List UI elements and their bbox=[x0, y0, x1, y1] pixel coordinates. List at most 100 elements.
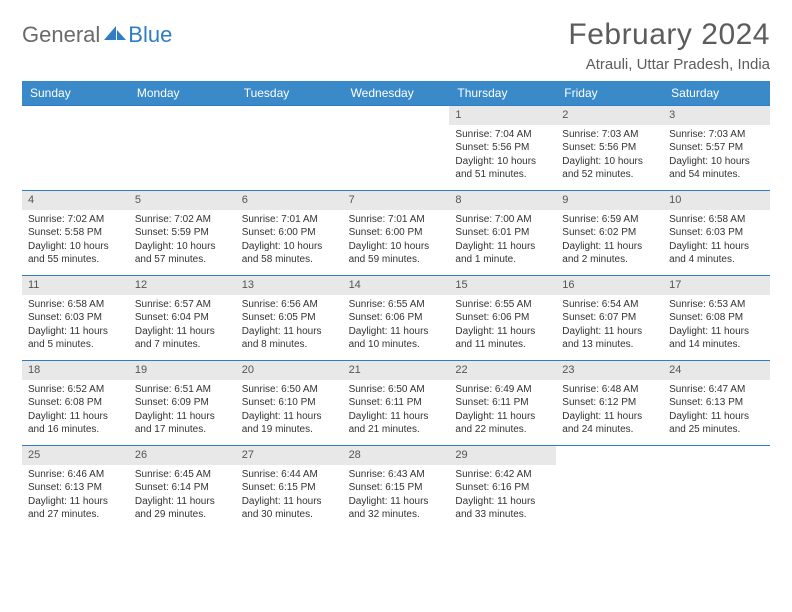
day-number: 25 bbox=[22, 446, 129, 465]
sunset-line: Sunset: 6:00 PM bbox=[349, 226, 444, 240]
header: General Blue February 2024 Atrauli, Utta… bbox=[22, 18, 770, 73]
day-cell-empty: . bbox=[556, 446, 663, 530]
day-body: Sunrise: 6:43 AMSunset: 6:15 PMDaylight:… bbox=[343, 465, 450, 528]
sunrise-line: Sunrise: 7:01 AM bbox=[242, 213, 337, 227]
day-number: 11 bbox=[22, 276, 129, 295]
day-body: Sunrise: 6:58 AMSunset: 6:03 PMDaylight:… bbox=[663, 210, 770, 273]
daylight-line: Daylight: 11 hours and 27 minutes. bbox=[28, 495, 123, 522]
calendar-body: ....1Sunrise: 7:04 AMSunset: 5:56 PMDayl… bbox=[22, 105, 770, 530]
day-number: 29 bbox=[449, 446, 556, 465]
daylight-line: Daylight: 11 hours and 8 minutes. bbox=[242, 325, 337, 352]
daylight-line: Daylight: 11 hours and 22 minutes. bbox=[455, 410, 550, 437]
sunset-line: Sunset: 6:11 PM bbox=[455, 396, 550, 410]
day-cell-empty: . bbox=[236, 106, 343, 190]
day-cell: 18Sunrise: 6:52 AMSunset: 6:08 PMDayligh… bbox=[22, 361, 129, 445]
day-body: Sunrise: 6:51 AMSunset: 6:09 PMDaylight:… bbox=[129, 380, 236, 443]
day-number: 5 bbox=[129, 191, 236, 210]
day-cell: 20Sunrise: 6:50 AMSunset: 6:10 PMDayligh… bbox=[236, 361, 343, 445]
day-cell: 28Sunrise: 6:43 AMSunset: 6:15 PMDayligh… bbox=[343, 446, 450, 530]
day-number: 19 bbox=[129, 361, 236, 380]
day-body: Sunrise: 6:54 AMSunset: 6:07 PMDaylight:… bbox=[556, 295, 663, 358]
sunset-line: Sunset: 6:06 PM bbox=[349, 311, 444, 325]
day-number: 28 bbox=[343, 446, 450, 465]
daylight-line: Daylight: 11 hours and 25 minutes. bbox=[669, 410, 764, 437]
day-cell: 6Sunrise: 7:01 AMSunset: 6:00 PMDaylight… bbox=[236, 191, 343, 275]
week-row: 25Sunrise: 6:46 AMSunset: 6:13 PMDayligh… bbox=[22, 445, 770, 530]
sunrise-line: Sunrise: 6:55 AM bbox=[349, 298, 444, 312]
day-cell: 19Sunrise: 6:51 AMSunset: 6:09 PMDayligh… bbox=[129, 361, 236, 445]
day-body: Sunrise: 7:01 AMSunset: 6:00 PMDaylight:… bbox=[343, 210, 450, 273]
day-cell: 1Sunrise: 7:04 AMSunset: 5:56 PMDaylight… bbox=[449, 106, 556, 190]
location-subtitle: Atrauli, Uttar Pradesh, India bbox=[568, 56, 770, 73]
sunset-line: Sunset: 6:09 PM bbox=[135, 396, 230, 410]
sunset-line: Sunset: 6:10 PM bbox=[242, 396, 337, 410]
dow-tuesday: Tuesday bbox=[236, 81, 343, 105]
day-body: Sunrise: 7:01 AMSunset: 6:00 PMDaylight:… bbox=[236, 210, 343, 273]
daylight-line: Daylight: 11 hours and 17 minutes. bbox=[135, 410, 230, 437]
day-cell: 9Sunrise: 6:59 AMSunset: 6:02 PMDaylight… bbox=[556, 191, 663, 275]
daylight-line: Daylight: 11 hours and 13 minutes. bbox=[562, 325, 657, 352]
daylight-line: Daylight: 11 hours and 30 minutes. bbox=[242, 495, 337, 522]
sunset-line: Sunset: 6:00 PM bbox=[242, 226, 337, 240]
daylight-line: Daylight: 11 hours and 29 minutes. bbox=[135, 495, 230, 522]
sunrise-line: Sunrise: 6:47 AM bbox=[669, 383, 764, 397]
sunset-line: Sunset: 6:14 PM bbox=[135, 481, 230, 495]
day-body: Sunrise: 7:03 AMSunset: 5:57 PMDaylight:… bbox=[663, 125, 770, 188]
daylight-line: Daylight: 11 hours and 14 minutes. bbox=[669, 325, 764, 352]
day-cell: 4Sunrise: 7:02 AMSunset: 5:58 PMDaylight… bbox=[22, 191, 129, 275]
sunrise-line: Sunrise: 7:03 AM bbox=[669, 128, 764, 142]
day-cell: 26Sunrise: 6:45 AMSunset: 6:14 PMDayligh… bbox=[129, 446, 236, 530]
sunrise-line: Sunrise: 6:56 AM bbox=[242, 298, 337, 312]
day-body: Sunrise: 7:02 AMSunset: 5:58 PMDaylight:… bbox=[22, 210, 129, 273]
day-number: 17 bbox=[663, 276, 770, 295]
daylight-line: Daylight: 11 hours and 1 minute. bbox=[455, 240, 550, 267]
day-number: 26 bbox=[129, 446, 236, 465]
day-cell: 24Sunrise: 6:47 AMSunset: 6:13 PMDayligh… bbox=[663, 361, 770, 445]
sunrise-line: Sunrise: 7:04 AM bbox=[455, 128, 550, 142]
day-body: Sunrise: 6:55 AMSunset: 6:06 PMDaylight:… bbox=[449, 295, 556, 358]
day-cell: 3Sunrise: 7:03 AMSunset: 5:57 PMDaylight… bbox=[663, 106, 770, 190]
day-number: 9 bbox=[556, 191, 663, 210]
sunset-line: Sunset: 6:15 PM bbox=[349, 481, 444, 495]
week-row: 4Sunrise: 7:02 AMSunset: 5:58 PMDaylight… bbox=[22, 190, 770, 275]
day-number: 18 bbox=[22, 361, 129, 380]
daylight-line: Daylight: 11 hours and 4 minutes. bbox=[669, 240, 764, 267]
day-body: Sunrise: 6:46 AMSunset: 6:13 PMDaylight:… bbox=[22, 465, 129, 528]
sunset-line: Sunset: 5:59 PM bbox=[135, 226, 230, 240]
sunrise-line: Sunrise: 6:43 AM bbox=[349, 468, 444, 482]
sunset-line: Sunset: 5:58 PM bbox=[28, 226, 123, 240]
daylight-line: Daylight: 10 hours and 52 minutes. bbox=[562, 155, 657, 182]
sunrise-line: Sunrise: 6:58 AM bbox=[28, 298, 123, 312]
sunset-line: Sunset: 6:06 PM bbox=[455, 311, 550, 325]
sunrise-line: Sunrise: 6:51 AM bbox=[135, 383, 230, 397]
day-number: 14 bbox=[343, 276, 450, 295]
sunset-line: Sunset: 6:05 PM bbox=[242, 311, 337, 325]
day-body: Sunrise: 6:45 AMSunset: 6:14 PMDaylight:… bbox=[129, 465, 236, 528]
sunrise-line: Sunrise: 7:00 AM bbox=[455, 213, 550, 227]
day-body: Sunrise: 7:00 AMSunset: 6:01 PMDaylight:… bbox=[449, 210, 556, 273]
day-number: 10 bbox=[663, 191, 770, 210]
day-cell: 8Sunrise: 7:00 AMSunset: 6:01 PMDaylight… bbox=[449, 191, 556, 275]
day-cell: 17Sunrise: 6:53 AMSunset: 6:08 PMDayligh… bbox=[663, 276, 770, 360]
day-number: 15 bbox=[449, 276, 556, 295]
sunrise-line: Sunrise: 6:49 AM bbox=[455, 383, 550, 397]
day-number: 13 bbox=[236, 276, 343, 295]
sunset-line: Sunset: 5:56 PM bbox=[562, 141, 657, 155]
day-cell: 5Sunrise: 7:02 AMSunset: 5:59 PMDaylight… bbox=[129, 191, 236, 275]
sunrise-line: Sunrise: 6:52 AM bbox=[28, 383, 123, 397]
sunrise-line: Sunrise: 6:53 AM bbox=[669, 298, 764, 312]
sunrise-line: Sunrise: 6:44 AM bbox=[242, 468, 337, 482]
logo-text-blue: Blue bbox=[128, 22, 172, 48]
day-body: Sunrise: 6:56 AMSunset: 6:05 PMDaylight:… bbox=[236, 295, 343, 358]
day-number: 24 bbox=[663, 361, 770, 380]
day-number: 3 bbox=[663, 106, 770, 125]
day-body: Sunrise: 6:50 AMSunset: 6:11 PMDaylight:… bbox=[343, 380, 450, 443]
sunrise-line: Sunrise: 7:02 AM bbox=[28, 213, 123, 227]
sunset-line: Sunset: 6:01 PM bbox=[455, 226, 550, 240]
day-number: 1 bbox=[449, 106, 556, 125]
day-cell: 11Sunrise: 6:58 AMSunset: 6:03 PMDayligh… bbox=[22, 276, 129, 360]
dow-thursday: Thursday bbox=[449, 81, 556, 105]
day-cell: 23Sunrise: 6:48 AMSunset: 6:12 PMDayligh… bbox=[556, 361, 663, 445]
day-cell: 25Sunrise: 6:46 AMSunset: 6:13 PMDayligh… bbox=[22, 446, 129, 530]
day-number: 4 bbox=[22, 191, 129, 210]
